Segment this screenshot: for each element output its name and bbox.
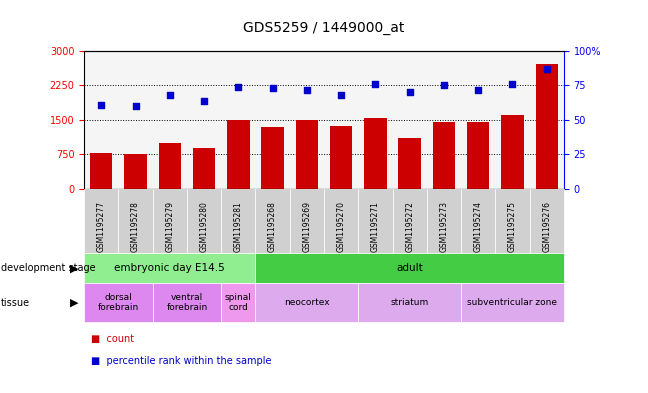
Point	[542, 66, 552, 72]
Text: GSM1195274: GSM1195274	[474, 200, 483, 252]
Bar	[124, 154, 146, 189]
Text: ■  count: ■ count	[91, 334, 134, 344]
Point	[336, 92, 346, 98]
Bar	[90, 153, 113, 189]
Point	[404, 89, 415, 95]
Text: GSM1195278: GSM1195278	[131, 201, 140, 252]
Bar	[159, 143, 181, 189]
Text: neocortex: neocortex	[284, 298, 330, 307]
Bar	[433, 122, 455, 189]
Bar	[364, 118, 386, 189]
Text: ■  percentile rank within the sample: ■ percentile rank within the sample	[91, 356, 272, 365]
Point	[370, 81, 380, 87]
Text: GSM1195275: GSM1195275	[508, 200, 517, 252]
Text: GSM1195276: GSM1195276	[542, 200, 551, 252]
Text: spinal
cord: spinal cord	[225, 293, 252, 312]
Text: GSM1195273: GSM1195273	[439, 200, 448, 252]
Text: ▶: ▶	[70, 263, 79, 273]
Point	[233, 84, 244, 90]
Point	[507, 81, 518, 87]
Text: subventricular zone: subventricular zone	[467, 298, 557, 307]
Point	[302, 86, 312, 93]
Text: GSM1195281: GSM1195281	[234, 201, 243, 252]
Bar	[330, 126, 353, 189]
Point	[96, 101, 106, 108]
Bar	[295, 120, 318, 189]
Text: tissue: tissue	[1, 298, 30, 308]
Text: dorsal
forebrain: dorsal forebrain	[98, 293, 139, 312]
Text: GSM1195280: GSM1195280	[200, 201, 209, 252]
Text: GSM1195279: GSM1195279	[165, 200, 174, 252]
Text: striatum: striatum	[391, 298, 429, 307]
Text: GSM1195268: GSM1195268	[268, 201, 277, 252]
Bar	[399, 138, 421, 189]
Text: GDS5259 / 1449000_at: GDS5259 / 1449000_at	[243, 21, 405, 35]
Bar	[535, 64, 558, 189]
Bar	[227, 120, 249, 189]
Text: ventral
forebrain: ventral forebrain	[167, 293, 207, 312]
Bar	[193, 148, 215, 189]
Point	[473, 86, 483, 93]
Text: GSM1195271: GSM1195271	[371, 201, 380, 252]
Text: development stage: development stage	[1, 263, 95, 273]
Point	[199, 97, 209, 104]
Text: GSM1195277: GSM1195277	[97, 200, 106, 252]
Text: adult: adult	[397, 263, 423, 273]
Point	[130, 103, 141, 109]
Bar	[262, 127, 284, 189]
Text: GSM1195270: GSM1195270	[336, 200, 345, 252]
Bar	[502, 115, 524, 189]
Point	[268, 85, 278, 91]
Text: GSM1195272: GSM1195272	[405, 201, 414, 252]
Point	[439, 82, 449, 88]
Bar	[467, 122, 489, 189]
Point	[165, 92, 175, 98]
Text: embryonic day E14.5: embryonic day E14.5	[115, 263, 226, 273]
Text: ▶: ▶	[70, 298, 79, 308]
Text: GSM1195269: GSM1195269	[303, 200, 312, 252]
